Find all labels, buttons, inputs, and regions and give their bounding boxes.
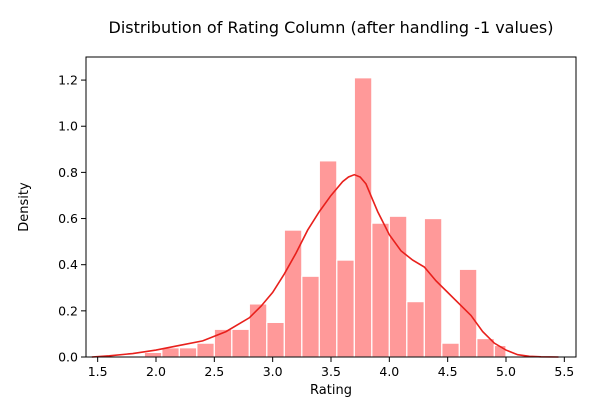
x-tick-label: 2.0 [146,364,166,379]
x-axis-ticks: 1.5 2.0 2.5 3.0 3.5 4.0 4.5 5.0 5.5 [88,357,574,379]
y-tick-label: 0.4 [58,257,78,272]
y-axis-label: Density [17,182,32,232]
histogram-bar [283,229,303,358]
x-tick-label: 4.5 [438,364,458,379]
histogram-bar [266,321,285,358]
histogram-bar [441,342,460,358]
histogram-bar [301,275,320,358]
x-tick-label: 5.5 [554,364,574,379]
histogram-bar [231,328,250,358]
histogram-bar [353,77,373,358]
x-tick-label: 4.0 [379,364,399,379]
x-axis-label: Rating [310,383,352,398]
histogram-bar [178,347,198,358]
histogram-bar [196,342,215,358]
histogram-bar [423,217,443,358]
histogram-bar [318,160,338,358]
histogram-bar [248,303,268,358]
kde-line [91,173,559,358]
x-tick-label: 2.5 [204,364,224,379]
histogram-bar [143,351,163,358]
x-tick-label: 5.0 [496,364,516,379]
y-tick-label: 1.0 [58,119,78,134]
x-tick-label: 3.0 [263,364,283,379]
chart-title: Distribution of Rating Column (after han… [109,18,554,37]
x-tick-label: 1.5 [88,364,108,379]
histogram-bar [336,259,355,358]
x-tick-label: 3.5 [321,364,341,379]
y-tick-label: 0.8 [58,165,78,180]
y-axis-ticks: 0.0 0.2 0.4 0.6 0.8 1.0 1.2 [58,73,86,365]
y-tick-label: 0.2 [58,303,78,318]
histogram-bar [406,301,425,358]
y-tick-label: 0.6 [58,211,78,226]
histogram-bars [143,77,507,358]
histogram-bar [371,222,390,358]
y-tick-label: 0.0 [58,350,78,365]
y-tick-label: 1.2 [58,73,78,88]
